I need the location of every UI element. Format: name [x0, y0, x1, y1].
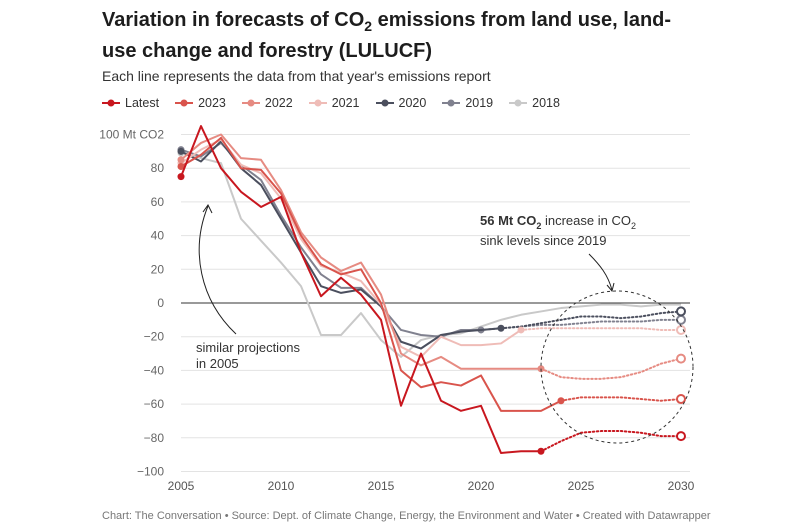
legend-label: 2023: [198, 96, 226, 110]
projection-end-marker: [676, 306, 686, 317]
projection-line-2022: [540, 357, 682, 380]
annotation-arrow: [588, 253, 613, 291]
latest-actual-marker: [497, 324, 505, 332]
legend-line-icon: [175, 99, 194, 107]
title-text-end: emissions from land use, land-use change…: [102, 9, 672, 62]
annotation-arrow: [198, 205, 237, 335]
legend-item-2018: 2018: [509, 96, 560, 110]
legend-label: 2020: [398, 96, 427, 110]
start-marker: [177, 173, 185, 181]
legend-line-icon: [509, 99, 528, 107]
legend: Latest 2023 2022 2021 2020 2019 2018: [102, 96, 560, 110]
latest-actual-marker: [517, 326, 525, 334]
annotation-increase: 56 Mt CO2 increase in CO2: [480, 213, 636, 231]
legend-item-latest: Latest: [102, 96, 159, 110]
series-line-2021: [180, 138, 522, 358]
y-tick-label: −100: [137, 465, 164, 479]
projection-line-2023: [560, 396, 682, 402]
chart-title: Variation in forecasts of CO2 emissions …: [102, 8, 702, 64]
y-tick-label: 100 Mt CO2: [99, 128, 164, 142]
x-tick-label: 2020: [468, 479, 495, 493]
y-tick-label: −60: [144, 397, 165, 411]
projection-end-marker: [676, 314, 686, 325]
series-line-2018: [180, 152, 681, 358]
legend-label: 2021: [331, 96, 360, 110]
legend-label: 2022: [264, 96, 293, 110]
series-line-latest: [180, 125, 541, 454]
x-tick-label: 2005: [168, 479, 195, 493]
latest-actual-marker: [557, 397, 565, 405]
annotation-similar-projections: in 2005: [196, 356, 239, 371]
legend-item-2020: 2020: [375, 96, 427, 110]
arrow-head-icon: [606, 282, 615, 293]
legend-label: 2018: [532, 96, 560, 110]
legend-item-2019: 2019: [442, 96, 493, 110]
projection-line-2021: [520, 327, 682, 331]
y-tick-label: −40: [144, 363, 165, 377]
legend-item-2022: 2022: [241, 96, 293, 110]
x-tick-label: 2015: [368, 479, 395, 493]
chart-subtitle: Each line represents the data from that …: [102, 68, 491, 84]
legend-label: 2019: [465, 96, 494, 110]
arrow-head-icon: [202, 204, 213, 214]
start-marker: [177, 163, 185, 171]
projection-line-2020: [500, 310, 682, 330]
legend-line-icon: [241, 99, 260, 107]
annotation-increase-line2: sink levels since 2019: [480, 233, 606, 248]
y-tick-label: 80: [151, 161, 165, 175]
title-text: Variation in forecasts of CO: [102, 9, 365, 31]
y-tick-label: 60: [151, 195, 165, 209]
chart-footer: Chart: The Conversation • Source: Dept. …: [102, 510, 711, 522]
projection-end-marker: [676, 431, 686, 442]
latest-actual-marker: [537, 447, 545, 455]
title-subscript: 2: [364, 18, 373, 34]
series-line-2019: [180, 141, 481, 338]
start-marker: [177, 156, 185, 164]
projection-end-marker: [676, 394, 686, 405]
series-line-2022: [180, 133, 541, 370]
highlight-circle: [540, 290, 694, 444]
series-line-2020: [180, 140, 502, 350]
legend-line-icon: [308, 99, 327, 107]
y-tick-label: −80: [144, 431, 165, 445]
legend-line-icon: [442, 99, 461, 107]
legend-label: Latest: [125, 96, 160, 110]
start-marker: [177, 147, 185, 155]
series-line-2023: [180, 136, 562, 412]
legend-line-icon: [375, 99, 394, 107]
projection-end-marker: [676, 353, 686, 364]
legend-line-icon: [102, 99, 120, 107]
y-tick-label: 0: [157, 296, 164, 310]
legend-item-2021: 2021: [308, 96, 360, 110]
x-tick-label: 2025: [568, 479, 595, 493]
x-tick-label: 2010: [268, 479, 295, 493]
x-tick-label: 2030: [668, 479, 695, 493]
y-tick-label: 40: [151, 229, 165, 243]
legend-item-2023: 2023: [175, 96, 226, 110]
annotation-similar-projections: similar projections: [196, 340, 301, 355]
y-tick-label: 20: [151, 262, 165, 276]
projection-line-latest: [540, 430, 682, 453]
y-tick-label: −20: [144, 330, 165, 344]
